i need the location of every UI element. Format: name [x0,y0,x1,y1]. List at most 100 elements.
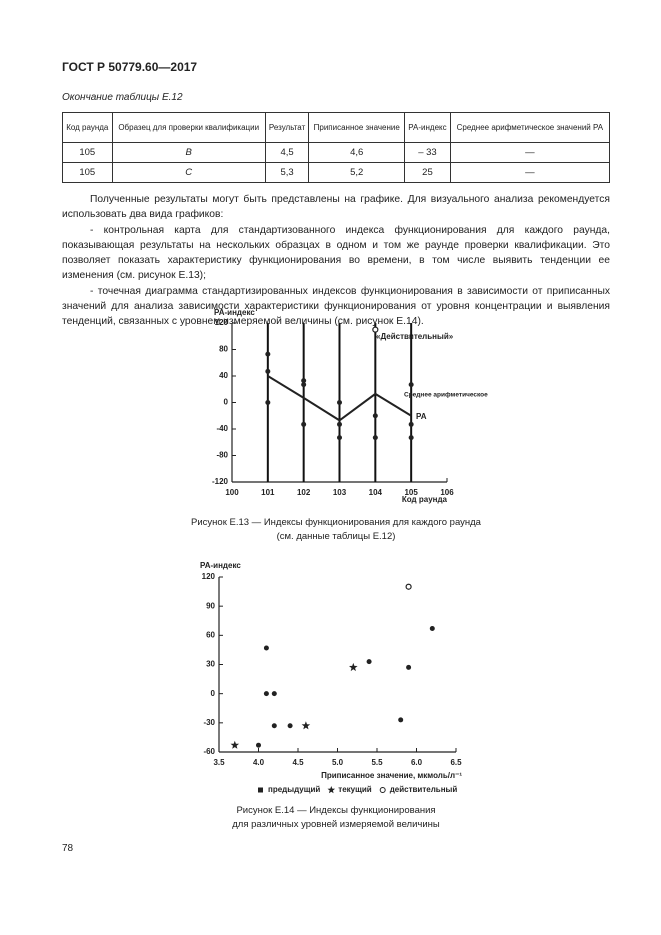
figure-caption: Рисунок Е.13 — Индексы функционирования … [62,516,610,544]
y-tick-label: 120 [202,572,216,581]
x-tick-label: 103 [333,488,347,497]
paragraph: Полученные результаты могут быть предста… [62,194,610,221]
column-header: Результат [264,112,310,143]
table-cell: — [449,142,611,163]
table-cell: 4,5 [264,142,310,163]
x-axis-label: Приписанное значение, мкмоль/л⁻¹ [321,771,462,780]
x-tick-label: 100 [225,488,239,497]
caption-line: для различных уровней измеряемой величин… [232,819,440,830]
point [398,717,404,723]
legend-symbol [327,786,336,794]
legend-label: текущий [338,785,371,794]
point [372,413,378,419]
column-header: PA-индекс [404,112,451,143]
x-tick-label: 106 [440,488,454,497]
annotation: PA [416,412,427,421]
y-tick-label: -80 [216,451,228,460]
x-tick-label: 6.5 [450,758,462,767]
table-cell: – 33 [404,142,451,163]
x-tick-label: 4.0 [253,758,265,767]
table-caption: Окончание таблицы Е.12 [62,92,183,103]
header-title: ГОСТ Р 50779.60—2017 [62,60,198,74]
point [372,326,379,333]
y-tick-label: 30 [206,660,215,669]
caption-line: Рисунок Е.14 — Индексы функционирования [236,805,436,816]
point [271,723,277,729]
table-row: 105 B 4,5 4,6– 33— [62,142,611,163]
point [349,662,358,672]
table-cell: 5,2 [308,162,406,183]
column-header: Среднее арифметическое значений PA [449,112,611,143]
point [405,583,412,590]
table-cell: 105 [62,162,113,183]
y-tick-label: -120 [212,477,229,486]
table-cell: 105 [62,142,113,163]
y-tick-label: 0 [211,689,216,698]
caption-line: Рисунок Е.13 — Индексы функционирования … [191,517,481,528]
table-cell: — [449,162,611,183]
y-tick-label: -60 [203,747,215,756]
paragraph: - точечная диаграмма стандартизированных… [62,285,610,328]
point [271,691,277,697]
paragraphs: Полученные результаты могут быть предста… [62,192,610,330]
point [429,626,435,632]
y-tick-label: 80 [219,345,228,354]
table-cell: 4,6 [308,142,406,163]
table-row: 105 C 5,3 5,2 25— [62,162,611,183]
page-number: 78 [62,843,74,854]
point [301,421,307,427]
point [337,421,342,427]
point [301,378,307,384]
table-cell: C [111,162,266,183]
point [406,664,412,670]
y-axis-label: PA-индекс [200,561,241,570]
point [263,691,269,697]
figure-caption: Рисунок Е.14 — Индексы функционирования … [62,804,610,832]
x-tick-label: 105 [404,488,418,497]
point [337,400,342,405]
y-tick-label: 40 [219,371,228,380]
x-tick-label: 101 [261,488,275,497]
caption-line: (см. данные таблицы Е.12) [276,531,396,542]
point [301,721,311,730]
paragraph: - контрольная карта для стандартизованно… [62,224,610,282]
table-body: 105 B 4,5 4,6– 33—105 C 5,3 5,2 25— [62,142,611,183]
point [265,400,271,405]
table: Код раунда Образец для проверки квалифика… [62,112,611,183]
point [265,368,271,374]
annotation: Среднее арифметическое [404,392,488,399]
x-tick-label: 5.0 [332,758,344,767]
point [301,382,307,388]
x-tick-label: 104 [369,488,383,497]
point [408,421,414,427]
column-header: Образец для проверки квалификации [111,112,266,143]
x-tick-label: 6.0 [411,758,423,767]
column-header: Приписанное значение [308,112,406,143]
point [287,723,293,729]
y-tick-label: 0 [224,398,229,407]
y-tick-label: 60 [206,630,215,639]
column-header: Код раунда [62,112,113,143]
point [408,382,414,388]
x-tick-label: 5.5 [371,758,383,767]
y-tick-label: -30 [203,718,215,727]
point [230,740,240,749]
point [263,645,269,651]
legend-symbol [258,787,263,793]
point [265,351,271,357]
legend-label: действительный [390,785,458,794]
point [337,435,342,441]
x-tick-label: 3.5 [213,758,225,767]
annotation: «Действительный» [376,332,454,341]
x-tick-label: 4.5 [292,758,304,767]
point [372,435,378,441]
table-cell: 5,3 [264,162,310,183]
x-tick-label: 102 [297,488,311,497]
table-header: Код раунда Образец для проверки квалифика… [62,112,611,143]
point [256,742,261,748]
line [267,375,412,422]
y-axis-label: PA-индекс [214,308,255,317]
legend-symbol [379,787,386,793]
y-tick-label: 90 [206,601,215,610]
